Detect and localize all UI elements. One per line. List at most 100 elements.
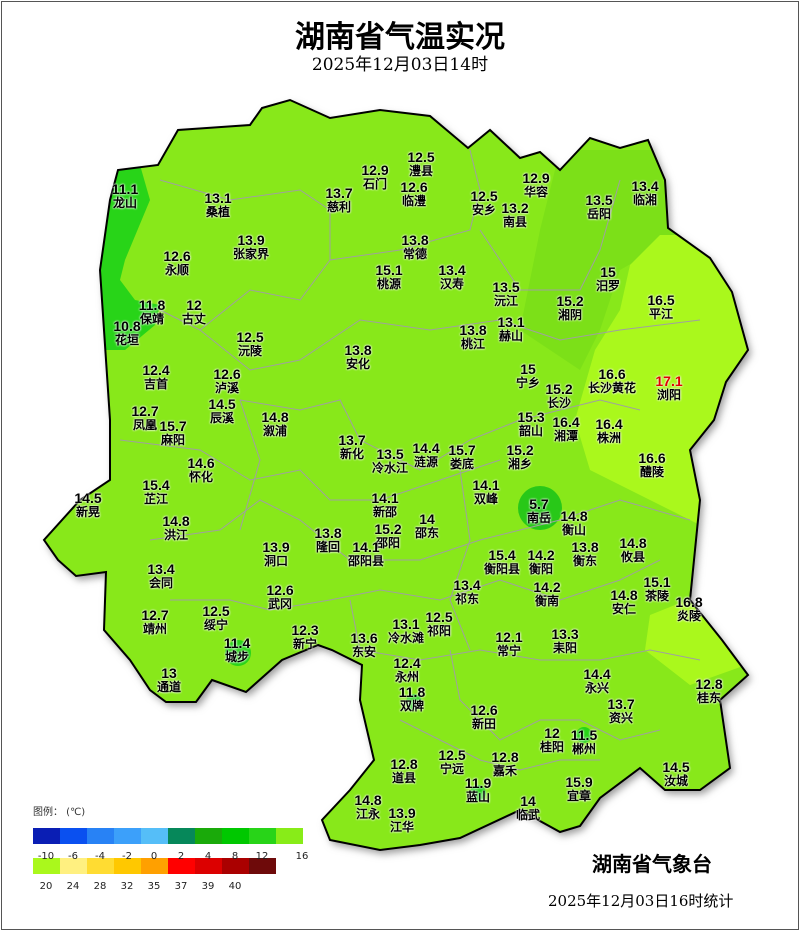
station-temperature: 12.6 bbox=[213, 366, 241, 382]
station-临湘: 13.4 临湘 bbox=[631, 179, 658, 207]
station-泸溪: 12.6 泸溪 bbox=[213, 367, 240, 395]
station-永兴: 14.4 永兴 bbox=[583, 667, 610, 695]
station-temperature: 13.8 bbox=[571, 539, 599, 555]
station-temperature: 13.5 bbox=[492, 279, 520, 295]
station-石门: 12.9 石门 bbox=[361, 163, 388, 191]
station-temperature: 15.2 bbox=[374, 521, 402, 537]
station-temperature: 12.5 bbox=[438, 747, 466, 763]
station-temperature: 14.8 bbox=[560, 508, 588, 524]
station-name: 汉寿 bbox=[439, 277, 464, 291]
station-辰溪: 14.5 辰溪 bbox=[208, 397, 235, 425]
station-name: 慈利 bbox=[326, 200, 351, 214]
zone-12-16-darker bbox=[520, 150, 690, 370]
legend-swatch bbox=[168, 858, 195, 874]
station-name: 衡阳 bbox=[528, 562, 553, 576]
station-祁东: 13.4 祁东 bbox=[453, 578, 480, 606]
station-攸县: 14.8 攸县 bbox=[619, 536, 646, 564]
station-永州: 12.4 永州 bbox=[393, 656, 420, 684]
station-name: 新邵 bbox=[372, 505, 397, 519]
station-name: 宁远 bbox=[439, 762, 464, 776]
station-name: 涟源 bbox=[413, 455, 438, 469]
station-name: 冷水滩 bbox=[387, 631, 425, 645]
station-name: 龙山 bbox=[112, 196, 138, 210]
station-name: 资兴 bbox=[608, 711, 633, 725]
station-郴州: 11.5 郴州 bbox=[571, 728, 597, 756]
station-temperature: 14.8 bbox=[261, 409, 289, 425]
station-name: 新晃 bbox=[75, 505, 100, 519]
station-temperature: 13.9 bbox=[388, 805, 416, 821]
legend-swatch bbox=[114, 858, 141, 874]
station-name: 桃源 bbox=[376, 277, 401, 291]
station-华容: 12.9 华容 bbox=[522, 171, 549, 199]
station-洪江: 14.8 洪江 bbox=[162, 514, 189, 542]
station-name: 怀化 bbox=[188, 470, 213, 484]
station-name: 溆浦 bbox=[262, 424, 287, 438]
station-temperature: 14 bbox=[520, 793, 536, 809]
station-temperature: 12.5 bbox=[470, 188, 498, 204]
station-name: 蓝山 bbox=[465, 790, 491, 804]
legend-swatch bbox=[168, 828, 195, 844]
station-name: 祁阳 bbox=[426, 624, 451, 638]
station-name: 汨罗 bbox=[595, 279, 621, 293]
station-新晃: 14.5 新晃 bbox=[74, 491, 101, 519]
legend-label: 24 bbox=[66, 881, 80, 892]
station-会同: 13.4 会同 bbox=[147, 562, 174, 590]
station-name: 邵东 bbox=[414, 526, 440, 540]
station-temperature: 12.1 bbox=[495, 629, 523, 645]
legend-swatch bbox=[60, 858, 87, 874]
station-name: 安乡 bbox=[471, 203, 496, 217]
station-temperature: 13.7 bbox=[607, 696, 635, 712]
station-炎陵: 16.8 炎陵 bbox=[675, 595, 702, 623]
station-name: 嘉禾 bbox=[492, 764, 517, 778]
station-涟源: 14.4 涟源 bbox=[412, 441, 439, 469]
zone-chenzhou bbox=[576, 727, 592, 743]
zone-nanyue bbox=[518, 486, 562, 530]
station-temperature: 12.6 bbox=[266, 582, 294, 598]
station-沅陵: 12.5 沅陵 bbox=[236, 330, 263, 358]
legend-title: 图例： (℃) bbox=[33, 807, 86, 818]
station-temperature: 16.4 bbox=[595, 416, 623, 432]
station-name: 衡南 bbox=[534, 594, 559, 608]
station-temperature: 14.5 bbox=[662, 759, 690, 775]
station-name: 桃江 bbox=[460, 337, 485, 351]
legend-swatch bbox=[33, 858, 60, 874]
station-temperature: 14.8 bbox=[610, 587, 638, 603]
station-name: 会同 bbox=[148, 576, 173, 590]
legend-label: 12 bbox=[255, 851, 269, 862]
legend-swatch bbox=[276, 828, 303, 844]
station-汉寿: 13.4 汉寿 bbox=[438, 263, 465, 291]
station-name: 麻阳 bbox=[160, 433, 185, 447]
station-name: 汝城 bbox=[663, 774, 688, 788]
station-name: 宁乡 bbox=[515, 376, 541, 390]
station-name: 新宁 bbox=[292, 637, 317, 651]
station-桂东: 12.8 桂东 bbox=[695, 677, 722, 705]
station-name: 城步 bbox=[224, 650, 250, 664]
legend-swatch bbox=[114, 828, 141, 844]
station-temperature: 16.6 bbox=[638, 450, 666, 466]
station-temperature: 12.6 bbox=[400, 179, 428, 195]
station-凤凰: 12.7 凤凰 bbox=[131, 404, 158, 432]
station-祁阳: 12.5 祁阳 bbox=[425, 610, 452, 638]
station-name: 衡阳县 bbox=[483, 562, 521, 576]
legend-label: 8 bbox=[231, 851, 239, 862]
station-澧县: 12.5 澧县 bbox=[407, 150, 434, 178]
station-汨罗: 15 汨罗 bbox=[596, 265, 620, 293]
station-temperature: 15.7 bbox=[448, 442, 476, 458]
station-name: 安仁 bbox=[611, 602, 636, 616]
station-temperature: 12.9 bbox=[522, 170, 550, 186]
legend-swatch bbox=[141, 828, 168, 844]
station-name: 洞口 bbox=[263, 554, 288, 568]
station-temperature: 12 bbox=[186, 297, 202, 313]
station-temperature: 12.9 bbox=[361, 162, 389, 178]
station-name: 耒阳 bbox=[552, 641, 577, 655]
station-name: 澧县 bbox=[408, 164, 433, 178]
station-长沙: 15.2 长沙 bbox=[545, 382, 572, 410]
station-安化: 13.8 安化 bbox=[344, 343, 371, 371]
station-name: 芷江 bbox=[143, 492, 168, 506]
station-temperature: 15.9 bbox=[565, 774, 593, 790]
legend-swatch bbox=[33, 828, 60, 844]
station-temperature: 12.7 bbox=[141, 607, 169, 623]
station-temperature: 14.8 bbox=[162, 513, 190, 529]
station-temperature: 13.8 bbox=[401, 232, 429, 248]
station-江华: 13.9 江华 bbox=[388, 806, 415, 834]
